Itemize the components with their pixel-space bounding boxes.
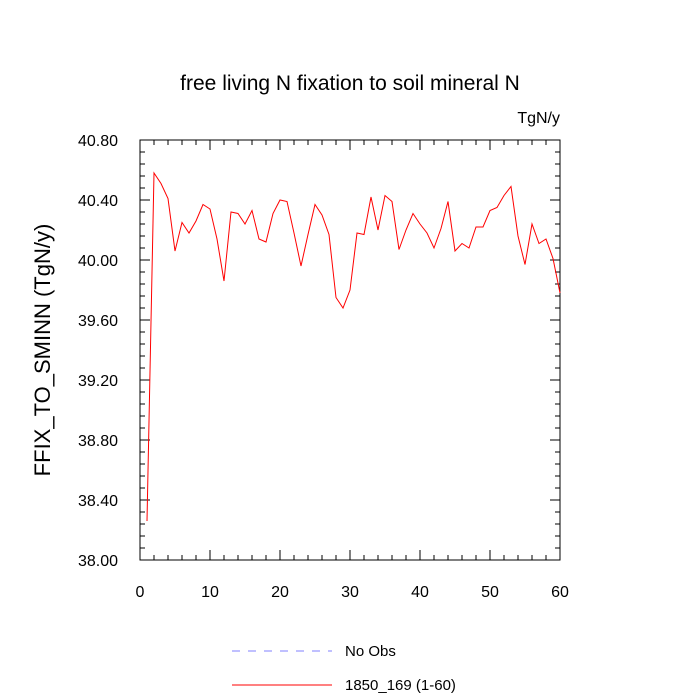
y-tick-label: 38.00 xyxy=(78,553,118,570)
y-tick-label: 39.60 xyxy=(78,313,118,330)
x-tick-label: 30 xyxy=(341,584,359,601)
plot-frame xyxy=(139,139,561,561)
y-tick-label: 38.40 xyxy=(78,493,118,510)
y-tick-label: 40.00 xyxy=(78,253,118,270)
y-tick-label: 38.80 xyxy=(78,433,118,450)
series-line xyxy=(146,171,561,522)
y-axis-title: FFIX_TO_SMINN (TgN/y) xyxy=(30,224,55,477)
x-tick-label: 60 xyxy=(551,584,569,601)
x-tick-label: 50 xyxy=(481,584,499,601)
legend-label: 1850_169 (1-60) xyxy=(345,677,456,694)
legend-label: No Obs xyxy=(345,643,396,660)
y-tick-label: 40.40 xyxy=(78,193,118,210)
series-layer xyxy=(146,171,561,522)
legend: No Obs 1850_169 (1-60) xyxy=(232,643,456,694)
chart-title: free living N fixation to soil mineral N xyxy=(180,72,520,95)
units-label: TgN/y xyxy=(517,110,560,127)
x-tick-label: 20 xyxy=(271,584,289,601)
x-tick-label: 10 xyxy=(201,584,219,601)
axis-ticks xyxy=(139,139,561,561)
y-tick-label: 40.80 xyxy=(78,133,118,150)
y-tick-label: 39.20 xyxy=(78,373,118,390)
x-tick-label: 40 xyxy=(411,584,429,601)
axis-tick-labels: 0 10 20 30 40 50 60 38.00 38.40 38.80 39.20 39.60 40… xyxy=(78,133,569,601)
x-tick-label: 0 xyxy=(136,584,145,601)
